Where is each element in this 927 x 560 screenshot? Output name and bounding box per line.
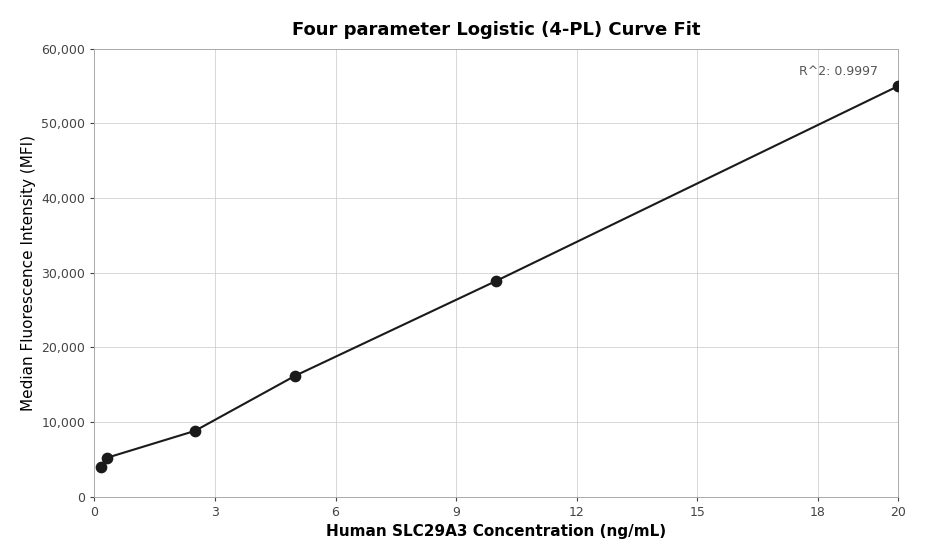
Point: [891, 82, 906, 91]
Text: R^2: 0.9997: R^2: 0.9997: [799, 65, 878, 78]
Point: [99, 453, 114, 462]
Point: [94, 462, 108, 471]
X-axis label: Human SLC29A3 Concentration (ng/mL): Human SLC29A3 Concentration (ng/mL): [326, 524, 667, 539]
Point: [187, 426, 202, 435]
Title: Four parameter Logistic (4-PL) Curve Fit: Four parameter Logistic (4-PL) Curve Fit: [292, 21, 701, 39]
Point: [288, 371, 303, 380]
Point: [489, 277, 503, 286]
Y-axis label: Median Fluorescence Intensity (MFI): Median Fluorescence Intensity (MFI): [20, 134, 36, 410]
